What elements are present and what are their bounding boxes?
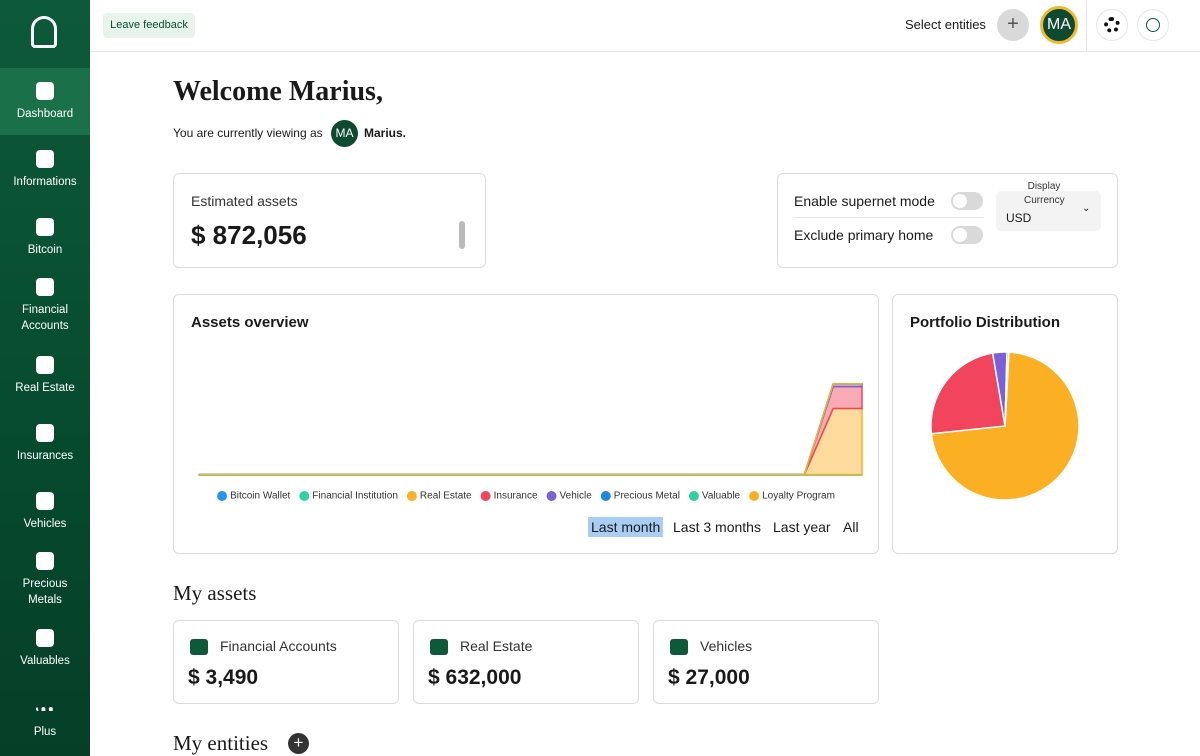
- nav-icon: [36, 218, 54, 236]
- asset-icon: [670, 639, 688, 655]
- asset-icon: [430, 639, 448, 655]
- settings-card: Enable supernet mode Exclude primary hom…: [777, 173, 1118, 268]
- nav-item[interactable]: Dashboard: [0, 82, 90, 122]
- nav-item[interactable]: Valuables: [0, 629, 90, 669]
- asset-value: $ 3,490: [188, 666, 258, 690]
- user-avatar[interactable]: MA: [1040, 6, 1078, 44]
- range-button[interactable]: Last 3 months: [670, 517, 764, 537]
- add-entity-button[interactable]: +: [997, 9, 1029, 41]
- primary-home-label: Exclude primary home: [794, 227, 933, 243]
- nav-label: Valuables: [0, 653, 90, 669]
- nav-icon: [36, 424, 54, 442]
- viewing-name: Marius.: [364, 126, 406, 140]
- nav-item[interactable]: Vehicles: [0, 492, 90, 532]
- scrollbar: [459, 221, 465, 249]
- divider: [1086, 0, 1087, 51]
- sidebar: Dashboard Informations Bitcoin Financial Ac…: [0, 0, 90, 756]
- nav-label: Bitcoin: [0, 242, 90, 258]
- asset-label: Vehicles: [700, 638, 752, 654]
- nav-label: Insurances: [0, 448, 90, 464]
- asset-card[interactable]: Real Estate $ 632,000: [413, 620, 639, 704]
- feedback-button[interactable]: Leave feedback: [103, 13, 195, 38]
- nav-icon: [36, 492, 54, 510]
- nav-item[interactable]: Financial Accounts: [0, 278, 90, 334]
- assets-overview-card: [173, 294, 879, 554]
- viewing-text: You are currently viewing as: [173, 126, 323, 140]
- nav-item[interactable]: Plus: [0, 700, 90, 740]
- primary-home-toggle[interactable]: [951, 226, 983, 244]
- portfolio-card: [892, 294, 1118, 554]
- chevron: ⌄: [1082, 203, 1090, 214]
- estimated-card: Estimated assets $ 872,056: [173, 173, 486, 268]
- logo: [31, 16, 57, 48]
- currency-label: Display Currency: [1024, 180, 1064, 208]
- nav-label: Plus: [0, 724, 90, 740]
- nav-item[interactable]: Informations: [0, 150, 90, 190]
- asset-card[interactable]: Vehicles $ 27,000: [653, 620, 879, 704]
- select-entities[interactable]: Select entities: [905, 17, 986, 32]
- add-entity[interactable]: +: [288, 733, 309, 754]
- nav-label: Precious Metals: [0, 576, 90, 608]
- estimated-label: Estimated assets: [191, 193, 298, 209]
- asset-card[interactable]: Financial Accounts $ 3,490: [173, 620, 399, 704]
- divider: [794, 217, 984, 218]
- my-assets-title: My assets: [173, 581, 256, 606]
- nav-icon: [36, 629, 54, 647]
- nav-icon: [36, 150, 54, 168]
- welcome-title: Welcome Marius,: [173, 76, 383, 108]
- nav-item[interactable]: Precious Metals: [0, 552, 90, 608]
- nav-icon: [36, 552, 54, 570]
- asset-label: Financial Accounts: [220, 638, 337, 654]
- language-button[interactable]: [1137, 9, 1169, 41]
- nav-label: Informations: [0, 174, 90, 190]
- my-entities-title: My entities: [173, 731, 268, 756]
- range-button[interactable]: All: [840, 517, 862, 537]
- asset-value: $ 632,000: [428, 666, 521, 690]
- nav-label: Real Estate: [0, 380, 90, 396]
- currency-select[interactable]: Display Currency USD ⌄: [996, 191, 1101, 231]
- asset-label: Real Estate: [460, 638, 532, 654]
- nav-icon: [36, 707, 54, 711]
- asset-icon: [190, 639, 208, 655]
- currency-value: USD: [1006, 211, 1031, 225]
- nav-item[interactable]: Bitcoin: [0, 218, 90, 258]
- nav-item[interactable]: Real Estate: [0, 356, 90, 396]
- viewing-avatar: MA: [331, 120, 358, 147]
- nav-label: Vehicles: [0, 516, 90, 532]
- nav-icon: [36, 278, 54, 296]
- nav-icon: [36, 356, 54, 374]
- range-button[interactable]: Last month: [588, 517, 663, 537]
- estimated-value: $ 872,056: [191, 220, 307, 251]
- nav-icon: [36, 82, 54, 100]
- nav-label: Financial Accounts: [0, 302, 90, 334]
- topbar-border: [90, 51, 1200, 52]
- range-button[interactable]: Last year: [770, 517, 834, 537]
- settings-button[interactable]: [1096, 9, 1128, 41]
- supernet-label: Enable supernet mode: [794, 193, 935, 209]
- asset-value: $ 27,000: [668, 666, 750, 690]
- supernet-toggle[interactable]: [951, 192, 983, 210]
- nav-label: Dashboard: [0, 106, 90, 122]
- nav-item[interactable]: Insurances: [0, 424, 90, 464]
